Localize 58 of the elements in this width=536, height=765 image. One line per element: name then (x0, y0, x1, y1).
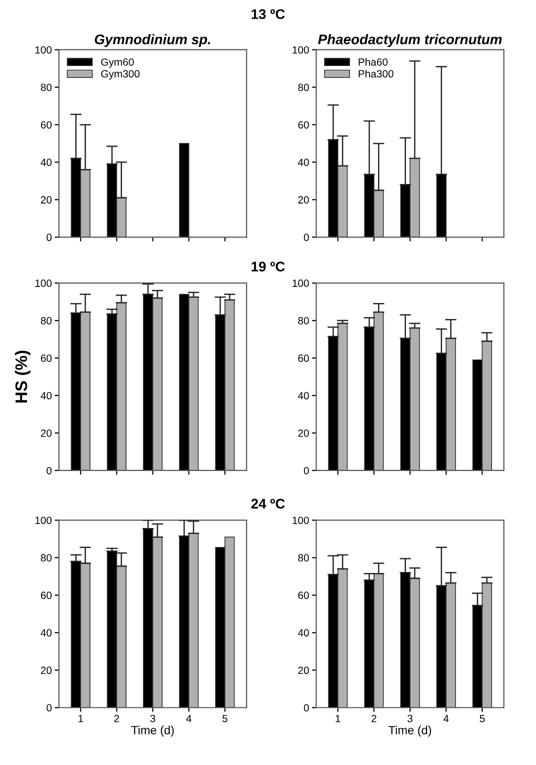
y-tick-label: 80 (298, 317, 309, 324)
legend-label: Pha60 (358, 58, 388, 66)
x-tick-label: 1 (336, 714, 340, 722)
y-tick-label: 20 (40, 429, 52, 437)
x-tick-label: 3 (408, 714, 412, 722)
y-tick-label: 0 (304, 704, 309, 712)
chart-title: Gymnodinium sp. (94, 34, 210, 48)
y-tick-label: 60 (298, 592, 309, 600)
chart-title: Phaeodactylum tricornutum (318, 34, 502, 48)
text: 19 ºC (252, 262, 285, 272)
text: 13 ºC (252, 9, 285, 20)
x-axis-title: Time (d) (388, 726, 432, 737)
y-tick-label: 40 (40, 629, 52, 637)
y-tick-label: 100 (292, 46, 309, 54)
y-tick-label: 20 (40, 666, 52, 674)
y-tick-label: 60 (40, 121, 52, 129)
x-axis-title: Time (d) (131, 726, 174, 737)
y-tick-label: 80 (40, 84, 52, 92)
y-axis-title: HS (%) (14, 350, 30, 402)
y-tick-label: 80 (298, 84, 309, 92)
y-tick-label: 80 (40, 317, 52, 324)
x-tick-label: 1 (78, 714, 83, 722)
x-tick-label: 4 (186, 714, 192, 722)
y-tick-label: 40 (298, 392, 309, 400)
y-tick-label: 20 (298, 666, 309, 674)
y-tick-label: 40 (298, 158, 309, 166)
y-tick-label: 80 (298, 554, 309, 562)
y-tick-label: 40 (298, 629, 309, 637)
y-tick-label: 60 (40, 354, 52, 362)
text: 24 ºC (251, 498, 285, 509)
y-tick-label: 60 (298, 121, 309, 129)
x-tick-label: 5 (480, 714, 485, 722)
y-tick-label: 60 (298, 354, 309, 362)
x-tick-label: 2 (372, 714, 376, 722)
y-tick-label: 100 (35, 280, 52, 287)
y-tick-label: 100 (35, 516, 52, 524)
y-tick-label: 0 (304, 466, 309, 474)
y-tick-label: 40 (40, 158, 52, 166)
y-tick-label: 40 (40, 392, 52, 400)
y-tick-label: 0 (304, 234, 309, 242)
y-tick-label: 100 (292, 516, 309, 524)
y-tick-label: 0 (46, 704, 52, 712)
x-tick-label: 4 (443, 714, 449, 722)
legend-label: Pha300 (358, 70, 394, 78)
x-tick-label: 5 (222, 714, 228, 722)
legend-label: Gym300 (101, 70, 140, 80)
y-tick-label: 0 (46, 466, 52, 474)
x-tick-label: 3 (150, 714, 156, 722)
y-tick-label: 60 (40, 592, 52, 600)
y-tick-label: 20 (298, 196, 309, 204)
legend-label: Gym60 (101, 58, 134, 68)
x-tick-label: 2 (114, 714, 120, 722)
y-tick-label: 100 (35, 46, 52, 54)
y-tick-label: 0 (46, 234, 52, 242)
y-tick-label: 20 (298, 429, 309, 437)
y-tick-label: 100 (292, 280, 309, 287)
y-tick-label: 20 (40, 196, 52, 204)
y-tick-label: 80 (40, 554, 52, 562)
